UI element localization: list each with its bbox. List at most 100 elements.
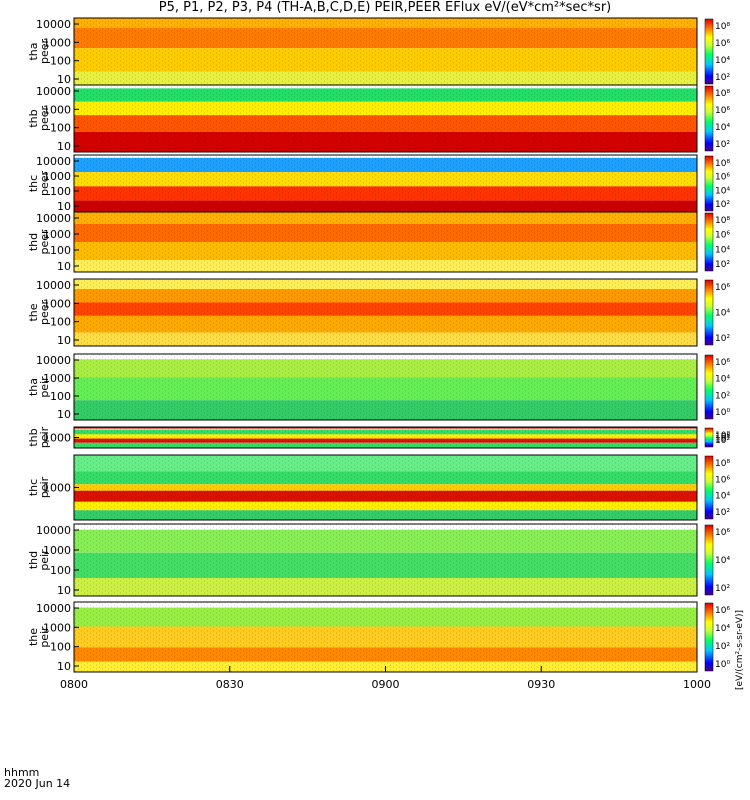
ylabel-instrument: peer <box>38 300 51 326</box>
panel-thd-peir: thdpeir 10000 1000 100 10 10⁶ 10⁴ 10² <box>27 523 730 597</box>
panel-ylabel: thepeer <box>27 300 51 326</box>
colorbar <box>704 155 714 212</box>
colorbar-tick-label: 10⁶ <box>715 433 730 443</box>
colorbar <box>704 18 714 85</box>
ylabel-instrument: peir <box>38 426 51 448</box>
y-tick-label: 10 <box>57 140 71 153</box>
y-tick-label: 100 <box>50 390 71 403</box>
y-tick-label: 1000 <box>43 544 71 557</box>
spectrogram-noise <box>74 85 697 152</box>
colorbar <box>704 524 714 596</box>
colorbar-tick-label: 10⁴ <box>715 245 730 255</box>
y-tick-label: 10 <box>57 260 71 273</box>
colorbar-tick-label: 10² <box>715 200 730 210</box>
colorbar-tick-label: 10⁶ <box>715 231 730 241</box>
colorbar-tick-label: 10² <box>715 642 730 652</box>
colorbar-tick-label: 10⁶ <box>715 606 730 616</box>
colorbar-tick-label: 10⁰ <box>715 660 730 670</box>
panel-tha-peir: thapeir 10000 1000 100 10 10⁶ 10⁴ 10² 10⁰ <box>27 353 730 421</box>
ylabel-probe: thc <box>27 175 40 192</box>
x-tick-label: 0900 <box>372 678 400 691</box>
panel-thb-peer: thbpeer 10000 1000 100 10 10⁸ 10⁶ 10⁴ 10² <box>27 84 730 153</box>
y-tick-label: 1000 <box>43 432 71 445</box>
footer-date: 2020 Jun 14 <box>4 777 71 790</box>
spectrogram-noise <box>74 602 697 672</box>
colorbar-tick-label: 10⁰ <box>715 408 730 418</box>
ylabel-probe: thd <box>27 233 40 251</box>
ylabel-probe: thb <box>27 428 40 446</box>
colorbar-tick-label: 10⁶ <box>715 283 730 293</box>
colorbar-tick-label: 10⁶ <box>715 106 730 116</box>
spectrogram-noise <box>74 212 697 272</box>
panel-frame <box>73 211 698 273</box>
colorbar <box>704 354 714 420</box>
colorbar <box>704 279 714 346</box>
colorbar-tick-label: 10⁶ <box>715 39 730 49</box>
colorbar-tick-label: 10⁸ <box>715 159 730 169</box>
panel-thc-peer: thcpeer 10000 1000 100 10 10⁸ 10⁶ 10⁴ 10² <box>27 154 730 213</box>
ylabel-instrument: peer <box>38 39 51 65</box>
colorbar-tick-label: 10⁸ <box>715 216 730 226</box>
ylabel-probe: thb <box>27 109 40 127</box>
y-tick-label: 1000 <box>43 621 71 634</box>
ylabel-instrument: peer <box>38 171 51 197</box>
colorbar-tick-label: 10² <box>715 334 730 344</box>
colorbar-tick-label: 10⁴ <box>715 492 730 502</box>
y-tick-label: 10 <box>57 584 71 597</box>
y-tick-label: 1000 <box>43 482 71 495</box>
colorbar-tick-label: 10⁶ <box>715 475 730 485</box>
ylabel-probe: the <box>27 628 40 646</box>
spectrogram-noise <box>74 155 697 212</box>
spectrogram-noise <box>74 524 697 596</box>
ylabel-instrument: peer <box>38 229 51 255</box>
spectrogram-noise <box>74 18 697 85</box>
colorbar-tick-label: 10⁴ <box>715 624 730 634</box>
x-tick-label: 0800 <box>60 678 88 691</box>
y-tick-label: 10 <box>57 200 71 213</box>
panel-ylabel: thdpeir <box>27 549 51 571</box>
y-tick-label: 1000 <box>43 36 71 49</box>
panel-frame <box>73 353 698 421</box>
y-tick-label: 100 <box>50 641 71 654</box>
y-tick-label: 10000 <box>36 602 71 615</box>
y-tick-label: 100 <box>50 316 71 329</box>
y-tick-label: 100 <box>50 244 71 257</box>
colorbar-tick-label: 10² <box>715 260 730 270</box>
y-tick-label: 10000 <box>36 85 71 98</box>
ylabel-instrument: peir <box>38 376 51 398</box>
panel-frame <box>73 523 698 597</box>
colorbar-tick-label: 10⁴ <box>715 434 730 444</box>
y-tick-label: 100 <box>50 564 71 577</box>
ylabel-probe: thd <box>27 551 40 569</box>
y-tick-label: 10000 <box>36 279 71 292</box>
panel-ylabel: thbpeer <box>27 106 51 132</box>
y-tick-label: 10 <box>57 334 71 347</box>
colorbar <box>704 212 714 272</box>
spectrogram-noise <box>74 354 697 420</box>
ylabel-probe: tha <box>27 378 40 396</box>
y-tick-label: 10 <box>57 408 71 421</box>
ylabel-instrument: peer <box>38 106 51 132</box>
ylabel-instrument: peir <box>38 626 51 648</box>
y-tick-label: 1000 <box>43 228 71 241</box>
ylabel-probe: thc <box>27 479 40 496</box>
x-tick-label: 1000 <box>683 678 711 691</box>
colorbar-tick-label: 10⁴ <box>715 186 730 196</box>
panel-frame <box>73 278 698 347</box>
ylabel-probe: the <box>27 303 40 321</box>
colorbar-tick-label: 10² <box>715 508 730 518</box>
y-tick-label: 10000 <box>36 18 71 31</box>
y-tick-label: 1000 <box>43 372 71 385</box>
colorbar <box>704 455 714 520</box>
panel-the-peer: thepeer 10000 1000 100 10 10⁶ 10⁴ 10² <box>27 278 730 347</box>
panel-thd-peer: thdpeer 10000 1000 100 10 10⁸ 10⁶ 10⁴ 10² <box>27 211 730 273</box>
spectrogram-noise <box>74 279 697 346</box>
y-tick-label: 1000 <box>43 103 71 116</box>
colorbar-tick-label: 10⁶ <box>715 173 730 183</box>
panel-ylabel: thbpeir <box>27 426 51 448</box>
panel-ylabel: thepeir <box>27 626 51 648</box>
colorbar-tick-label: 10⁸ <box>715 431 730 441</box>
colorbar-tick-label: 10⁸ <box>715 22 730 32</box>
colorbar-tick-label: 10⁶ <box>715 528 730 538</box>
